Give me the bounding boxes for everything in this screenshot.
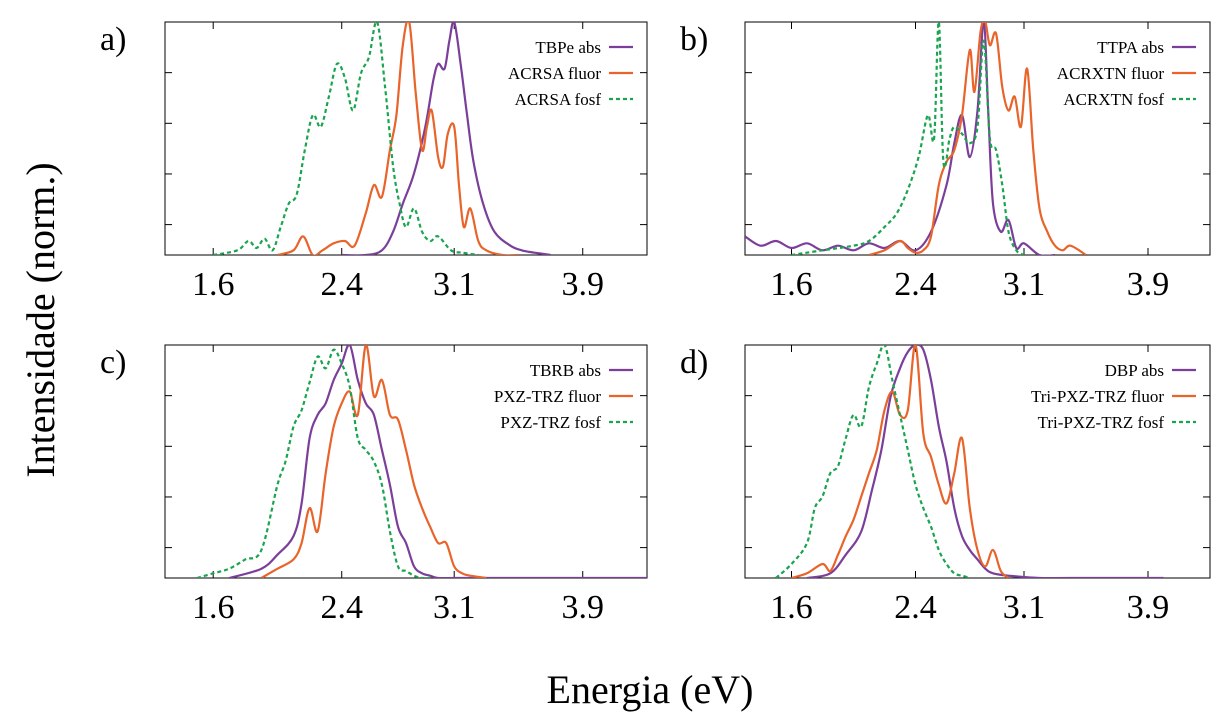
panel-letter: a) xyxy=(100,21,126,58)
panels: a) 1.6 2.4 3.1 3.9 TBPe abs ACRSA fluor ACRSA f… xyxy=(100,21,1211,626)
legend-label: TBPe abs xyxy=(535,38,601,57)
legend-label: PXZ-TRZ fosf xyxy=(500,413,601,432)
x-tick-label: 3.9 xyxy=(561,589,604,626)
plot-frame xyxy=(744,344,1211,579)
x-tick-label: 1.6 xyxy=(192,266,235,303)
legend-label: ACRXTN fluor xyxy=(1057,64,1165,83)
y-axis-title: Intensidade (norm.) xyxy=(18,162,63,477)
x-tick-label: 1.6 xyxy=(770,589,813,626)
x-tick-label: 2.4 xyxy=(320,589,363,626)
x-tick-label: 3.1 xyxy=(1003,266,1046,303)
x-tick-label: 2.4 xyxy=(894,266,937,303)
series-line-2 xyxy=(791,345,1010,578)
legend-label: Tri-PXZ-TRZ fluor xyxy=(1031,387,1164,406)
panel-3: c) 1.6 2.4 3.1 3.9 TBRB abs PXZ-TRZ fluor PXZ-T… xyxy=(100,344,648,626)
series-line-3 xyxy=(775,345,971,578)
series-line-3 xyxy=(212,22,479,255)
plot-frame xyxy=(164,344,648,579)
x-tick-label: 3.1 xyxy=(433,266,476,303)
legend-label: ACRSA fosf xyxy=(515,90,602,109)
series-line-2 xyxy=(260,345,487,578)
legend-label: Tri-PXZ-TRZ fosf xyxy=(1038,413,1165,432)
panel-1: a) 1.6 2.4 3.1 3.9 TBPe abs ACRSA fluor ACRSA f… xyxy=(100,21,648,303)
series-line-1 xyxy=(745,22,1055,255)
x-tick-label: 3.1 xyxy=(1003,589,1046,626)
panel-letter: d) xyxy=(680,344,708,381)
x-tick-label: 3.1 xyxy=(433,589,476,626)
legend-label: TTPA abs xyxy=(1097,38,1164,57)
legend-label: PXZ-TRZ fluor xyxy=(494,387,602,406)
series-line-1 xyxy=(228,345,647,578)
series-line-2 xyxy=(277,22,519,255)
x-tick-label: 3.9 xyxy=(1127,266,1170,303)
x-tick-label: 1.6 xyxy=(192,589,235,626)
series-line-2 xyxy=(868,22,1087,255)
legend-label: ACRXTN fosf xyxy=(1063,90,1164,109)
series-line-3 xyxy=(791,22,1025,255)
panel-4: d) 1.6 2.4 3.1 3.9 DBP abs Tri-PXZ-TRZ fluor Tr… xyxy=(680,344,1211,626)
x-tick-label: 2.4 xyxy=(894,589,937,626)
panel-letter: c) xyxy=(100,344,126,381)
panel-letter: b) xyxy=(680,21,708,58)
plot-frame xyxy=(744,21,1211,256)
legend-label: ACRSA fluor xyxy=(508,64,601,83)
x-tick-label: 3.9 xyxy=(561,266,604,303)
legend-label: TBRB abs xyxy=(530,361,601,380)
x-axis-title: Energia (eV) xyxy=(547,667,754,712)
legend-label: DBP abs xyxy=(1105,361,1164,380)
series-line-1 xyxy=(806,345,1164,578)
x-tick-label: 2.4 xyxy=(320,266,363,303)
series-line-3 xyxy=(196,348,431,578)
x-tick-label: 1.6 xyxy=(770,266,813,303)
panel-2: b) 1.6 2.4 3.1 3.9 TTPA abs ACRXTN fluor ACRXTN… xyxy=(680,21,1211,303)
x-tick-label: 3.9 xyxy=(1127,589,1170,626)
series-line-1 xyxy=(341,22,551,255)
